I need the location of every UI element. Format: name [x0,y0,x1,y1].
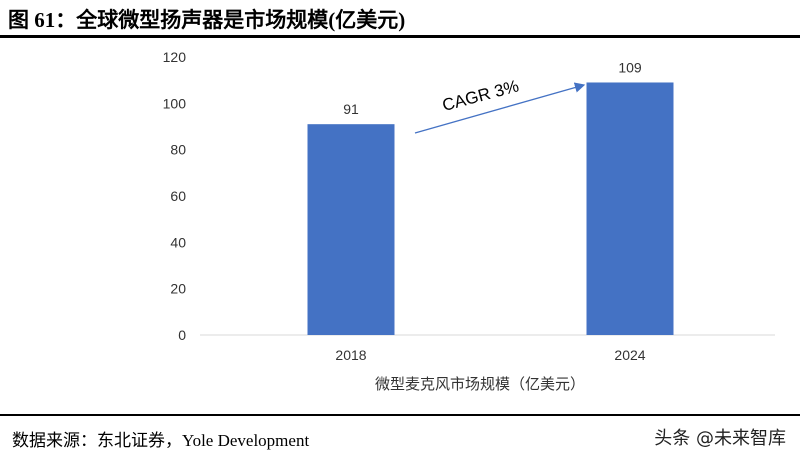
cagr-annotation: CAGR 3% [440,76,521,115]
data-label: 109 [618,59,642,75]
y-tick-label: 40 [170,234,186,250]
source-rule [0,414,800,416]
bar-2024 [586,82,674,335]
figure-title: 图 61：全球微型扬声器是市场规模(亿美元) [8,8,406,32]
bar-2018 [307,124,395,335]
x-axis-title: 微型麦克风市场规模（亿美元） [375,375,585,393]
y-tick-label: 120 [163,49,187,65]
y-tick-label: 80 [170,142,186,158]
y-tick-label: 60 [170,188,186,204]
x-tick-label: 2018 [335,347,366,363]
x-tick-label: 2024 [614,347,645,363]
y-tick-label: 20 [170,281,186,297]
cagr-arrow [414,82,586,134]
watermark: 头条 @未来智库 [654,428,786,449]
y-tick-label: 0 [178,327,186,343]
y-tick-label: 100 [163,95,187,111]
title-rule [0,35,800,38]
data-label: 91 [343,101,359,117]
source-note: 数据来源：东北证券，Yole Development [12,431,310,450]
